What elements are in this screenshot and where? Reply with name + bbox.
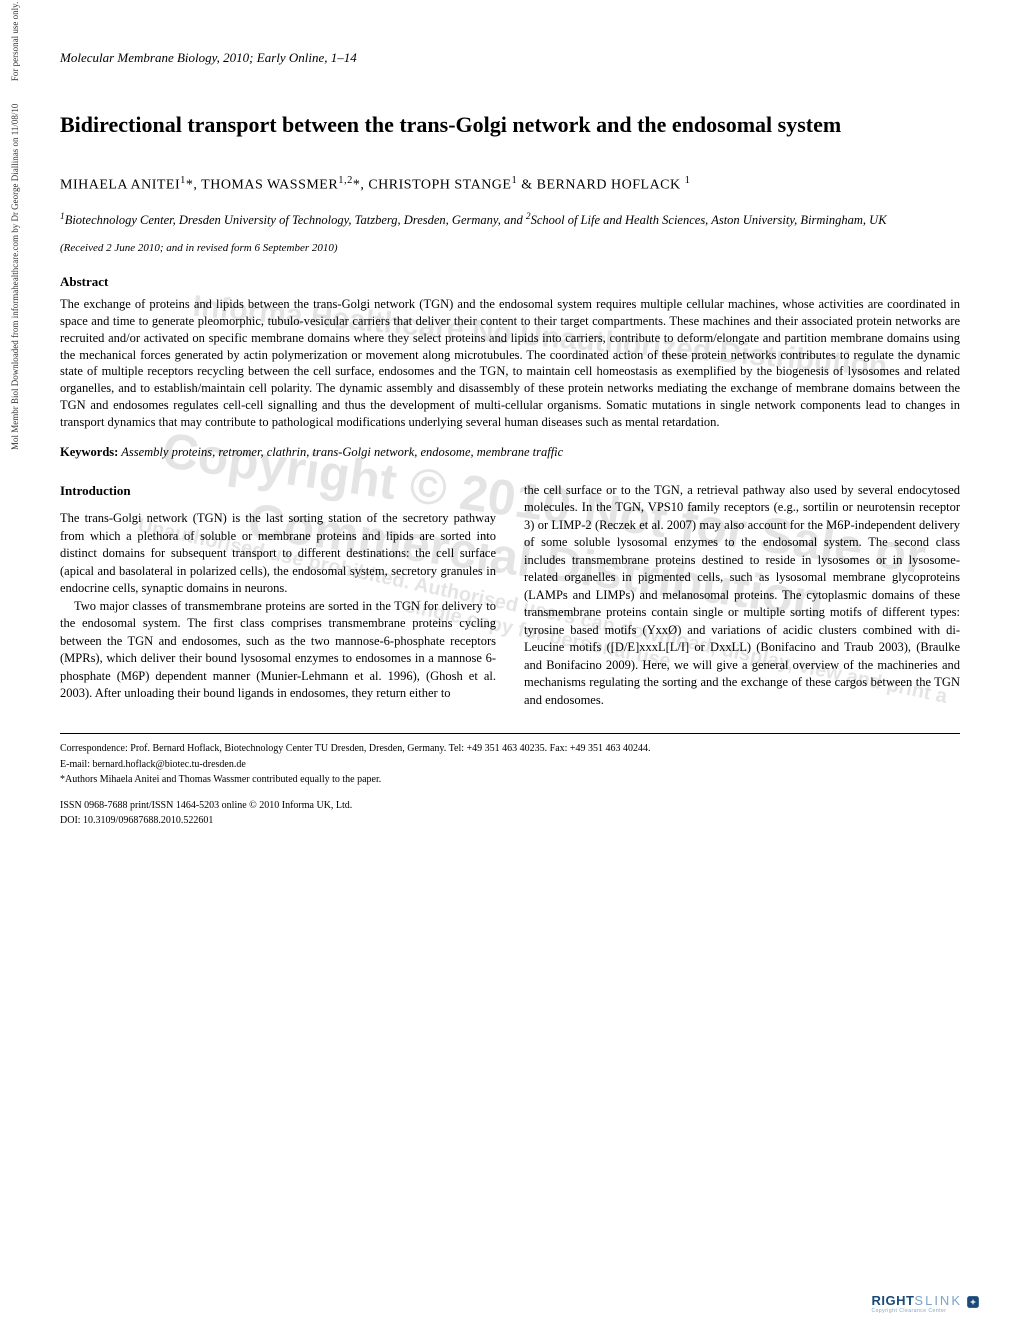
footer-equal-contribution: *Authors Mihaela Anitei and Thomas Wassm… — [60, 773, 960, 787]
keywords-text: Assembly proteins, retromer, clathrin, t… — [118, 445, 563, 459]
introduction-heading: Introduction — [60, 482, 496, 500]
abstract-heading: Abstract — [60, 274, 960, 290]
abstract-text: The exchange of proteins and lipids betw… — [60, 296, 960, 431]
footer-email: E-mail: bernard.hoflack@biotec.tu-dresde… — [60, 758, 960, 772]
body-columns: Introduction The trans-Golgi network (TG… — [60, 482, 960, 710]
footer-issn: ISSN 0968-7688 print/ISSN 1464-5203 onli… — [60, 799, 960, 813]
rightslink-text: RIGHTSLINK Copyright Clearance Center — [871, 1293, 962, 1314]
authors-list: MIHAELA ANITEI1*, THOMAS WASSMER1,2*, CH… — [60, 175, 960, 194]
article-title: Bidirectional transport between the tran… — [60, 111, 960, 140]
footer-doi: DOI: 10.3109/09687688.2010.522601 — [60, 814, 960, 828]
rightslink-tagline: Copyright Clearance Center — [871, 1308, 962, 1314]
rightslink-right: RIGHT — [871, 1293, 914, 1308]
intro-paragraph-1: The trans-Golgi network (TGN) is the las… — [60, 510, 496, 598]
rightslink-badge[interactable]: RIGHTSLINK Copyright Clearance Center — [871, 1293, 980, 1314]
keywords-line: Keywords: Assembly proteins, retromer, c… — [60, 445, 960, 460]
keywords-label: Keywords: — [60, 445, 118, 459]
footer-block: Correspondence: Prof. Bernard Hoflack, B… — [60, 742, 960, 828]
affiliations: 1Biotechnology Center, Dresden Universit… — [60, 211, 960, 230]
received-dates: (Received 2 June 2010; and in revised fo… — [60, 242, 960, 254]
footer-divider — [60, 733, 960, 734]
right-column: the cell surface or to the TGN, a retrie… — [524, 482, 960, 710]
journal-header: Molecular Membrane Biology, 2010; Early … — [60, 50, 960, 66]
footer-correspondence: Correspondence: Prof. Bernard Hoflack, B… — [60, 742, 960, 756]
download-attribution-sidebar: Mol Membr Biol Downloaded from informahe… — [10, 2, 20, 450]
intro-paragraph-3: the cell surface or to the TGN, a retrie… — [524, 482, 960, 710]
intro-paragraph-2: Two major classes of transmembrane prote… — [60, 598, 496, 703]
rightslink-icon — [966, 1295, 980, 1312]
rightslink-link: SLINK — [914, 1293, 962, 1308]
left-column: Introduction The trans-Golgi network (TG… — [60, 482, 496, 710]
